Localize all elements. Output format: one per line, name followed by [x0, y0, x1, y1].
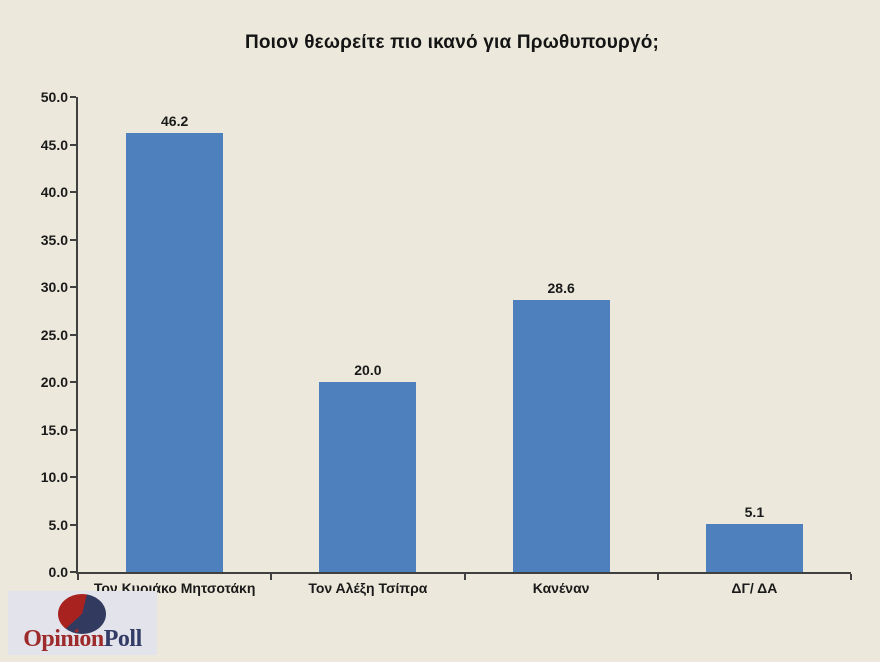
y-axis-tick-label: 40.0 — [40, 184, 68, 200]
y-axis-tick-label: 50.0 — [40, 89, 68, 105]
y-axis-tick-label: 15.0 — [40, 421, 68, 438]
bar — [126, 133, 224, 572]
y-axis-tick-label: 20.0 — [40, 374, 68, 390]
y-axis-tick — [70, 238, 76, 241]
x-axis-tick — [270, 574, 273, 580]
y-axis-tick — [70, 428, 76, 431]
category-label: Κανέναν — [532, 580, 590, 596]
y-axis-tick — [70, 381, 76, 383]
y-axis-tick — [70, 333, 76, 336]
x-axis-tick — [77, 574, 79, 580]
category-label: ΔΓ/ ΔΑ — [731, 580, 778, 596]
y-axis-tick-label: 0.0 — [48, 564, 68, 580]
y-axis-tick — [70, 96, 76, 98]
bar-value-label: 5.1 — [744, 503, 765, 520]
logo-text-opinion: Opinion — [23, 626, 104, 652]
x-axis-tick — [656, 574, 659, 580]
y-axis-tick-label: 35.0 — [40, 231, 68, 248]
x-axis-line — [76, 572, 851, 574]
category-label: Τον Αλέξη Τσίπρα — [308, 580, 428, 596]
bar — [512, 300, 610, 572]
y-axis-line — [76, 97, 78, 574]
y-axis-tick-label: 5.0 — [48, 516, 68, 533]
x-axis-tick — [463, 574, 466, 580]
x-axis-tick — [850, 574, 852, 580]
y-axis-tick-label: 30.0 — [40, 279, 68, 295]
y-axis-tick — [70, 476, 76, 478]
opinionpoll-logo: OpinionPoll — [8, 591, 157, 655]
bar — [319, 382, 417, 572]
y-axis-tick — [70, 571, 76, 573]
y-axis-tick-label: 10.0 — [40, 469, 68, 485]
y-axis-tick — [70, 191, 76, 193]
y-axis-tick-label: 45.0 — [40, 136, 68, 153]
bar-value-label: 46.2 — [161, 113, 189, 130]
y-axis-tick — [70, 286, 76, 288]
y-axis-tick — [70, 523, 76, 526]
plot-area: 0.0 5.0 10.0 15.0 20.0 25.0 30.0 35.0 40.0 45.0 50… — [41, 89, 852, 596]
logo-text-poll: Poll — [103, 626, 143, 652]
bar-value-label: 20.0 — [354, 362, 382, 378]
bar-value-label: 28.6 — [547, 280, 575, 297]
bar — [705, 523, 803, 572]
chart-title: Ποιον θεωρείτε πιο ικανό για Πρωθυπουργό… — [244, 32, 660, 53]
logo-text: OpinionPoll — [8, 626, 157, 653]
y-axis-tick-label: 25.0 — [40, 326, 68, 343]
pie-chart-icon — [58, 594, 106, 634]
y-axis-tick — [70, 143, 76, 146]
